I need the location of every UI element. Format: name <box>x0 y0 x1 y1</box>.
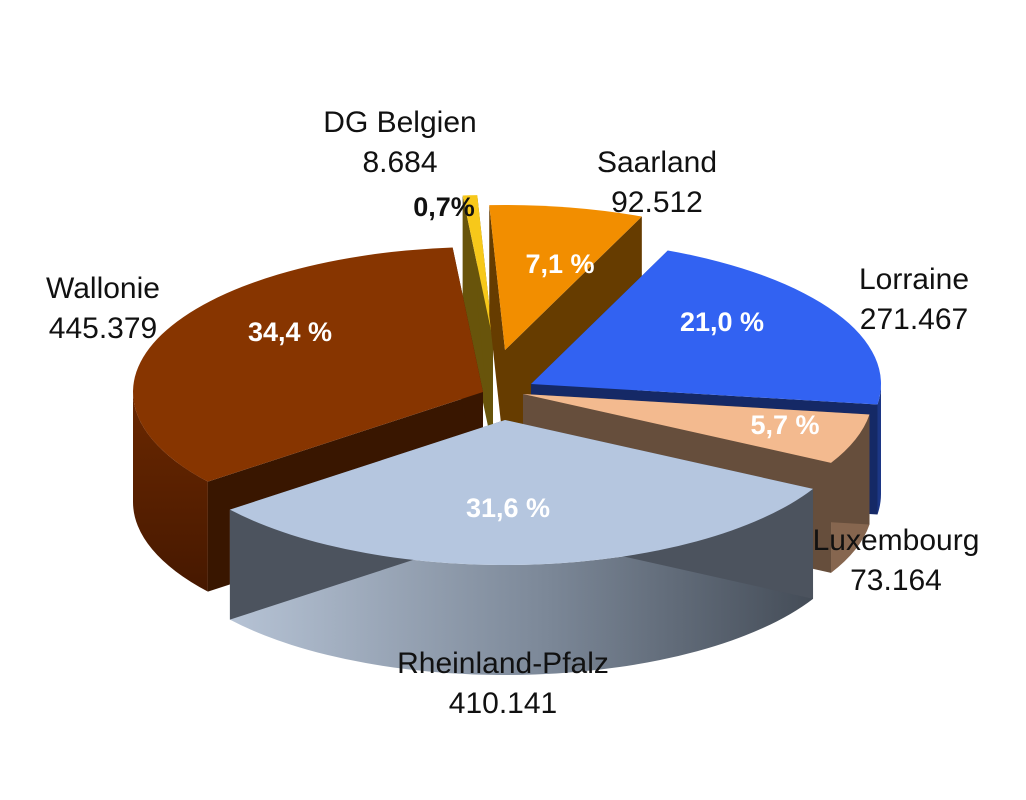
slice-percent-saarland: 7,1 % <box>525 249 594 279</box>
slice-wall-saarland-0 <box>489 205 505 460</box>
slice-wall-dg-belgien-0 <box>462 195 493 450</box>
slice-percent-dg-belgien: 0,7% <box>413 192 475 222</box>
slice-label-lorraine: Lorraine <box>859 263 969 296</box>
slice-top-rheinland-pfalz <box>229 420 814 566</box>
slice-label-wallonie: Wallonie <box>46 272 160 305</box>
slice-rheinland-pfalz <box>229 420 814 675</box>
pie-slices <box>133 195 881 675</box>
slice-side-wallonie <box>133 392 208 592</box>
slice-value-luxembourg: 73.164 <box>850 564 942 597</box>
slice-percent-wallonie: 34,4 % <box>248 317 332 347</box>
slice-percent-luxembourg: 5,7 % <box>750 410 819 440</box>
slice-value-saarland: 92.512 <box>611 186 703 219</box>
slice-top-wallonie <box>133 247 483 482</box>
slice-percent-rheinland-pfalz: 31,6 % <box>466 493 550 523</box>
slice-side-rheinland-pfalz <box>229 488 814 675</box>
slice-top-lorraine <box>531 250 881 405</box>
slice-top-luxembourg <box>523 394 870 463</box>
slice-label-rheinland-pfalz: Rheinland-Pfalz <box>397 647 609 680</box>
slice-label-saarland: Saarland <box>597 146 717 179</box>
slice-top-dg-belgien <box>462 195 493 340</box>
slice-top-saarland <box>489 205 642 350</box>
slice-label-dg-belgien: DG Belgien <box>323 106 476 139</box>
pie-labels: Saarland 92.512 7,1 % Lorraine 271.467 21,0 %… <box>46 106 979 720</box>
slice-value-wallonie: 445.379 <box>49 312 157 345</box>
slice-value-dg-belgien: 8.684 <box>362 146 437 179</box>
slice-value-rheinland-pfalz: 410.141 <box>449 687 557 720</box>
slice-side-lorraine <box>877 384 881 515</box>
slice-label-luxembourg: Luxembourg <box>813 524 980 557</box>
slice-value-lorraine: 271.467 <box>860 303 968 336</box>
slice-percent-lorraine: 21,0 % <box>680 307 764 337</box>
slice-dg-belgien <box>462 195 493 450</box>
